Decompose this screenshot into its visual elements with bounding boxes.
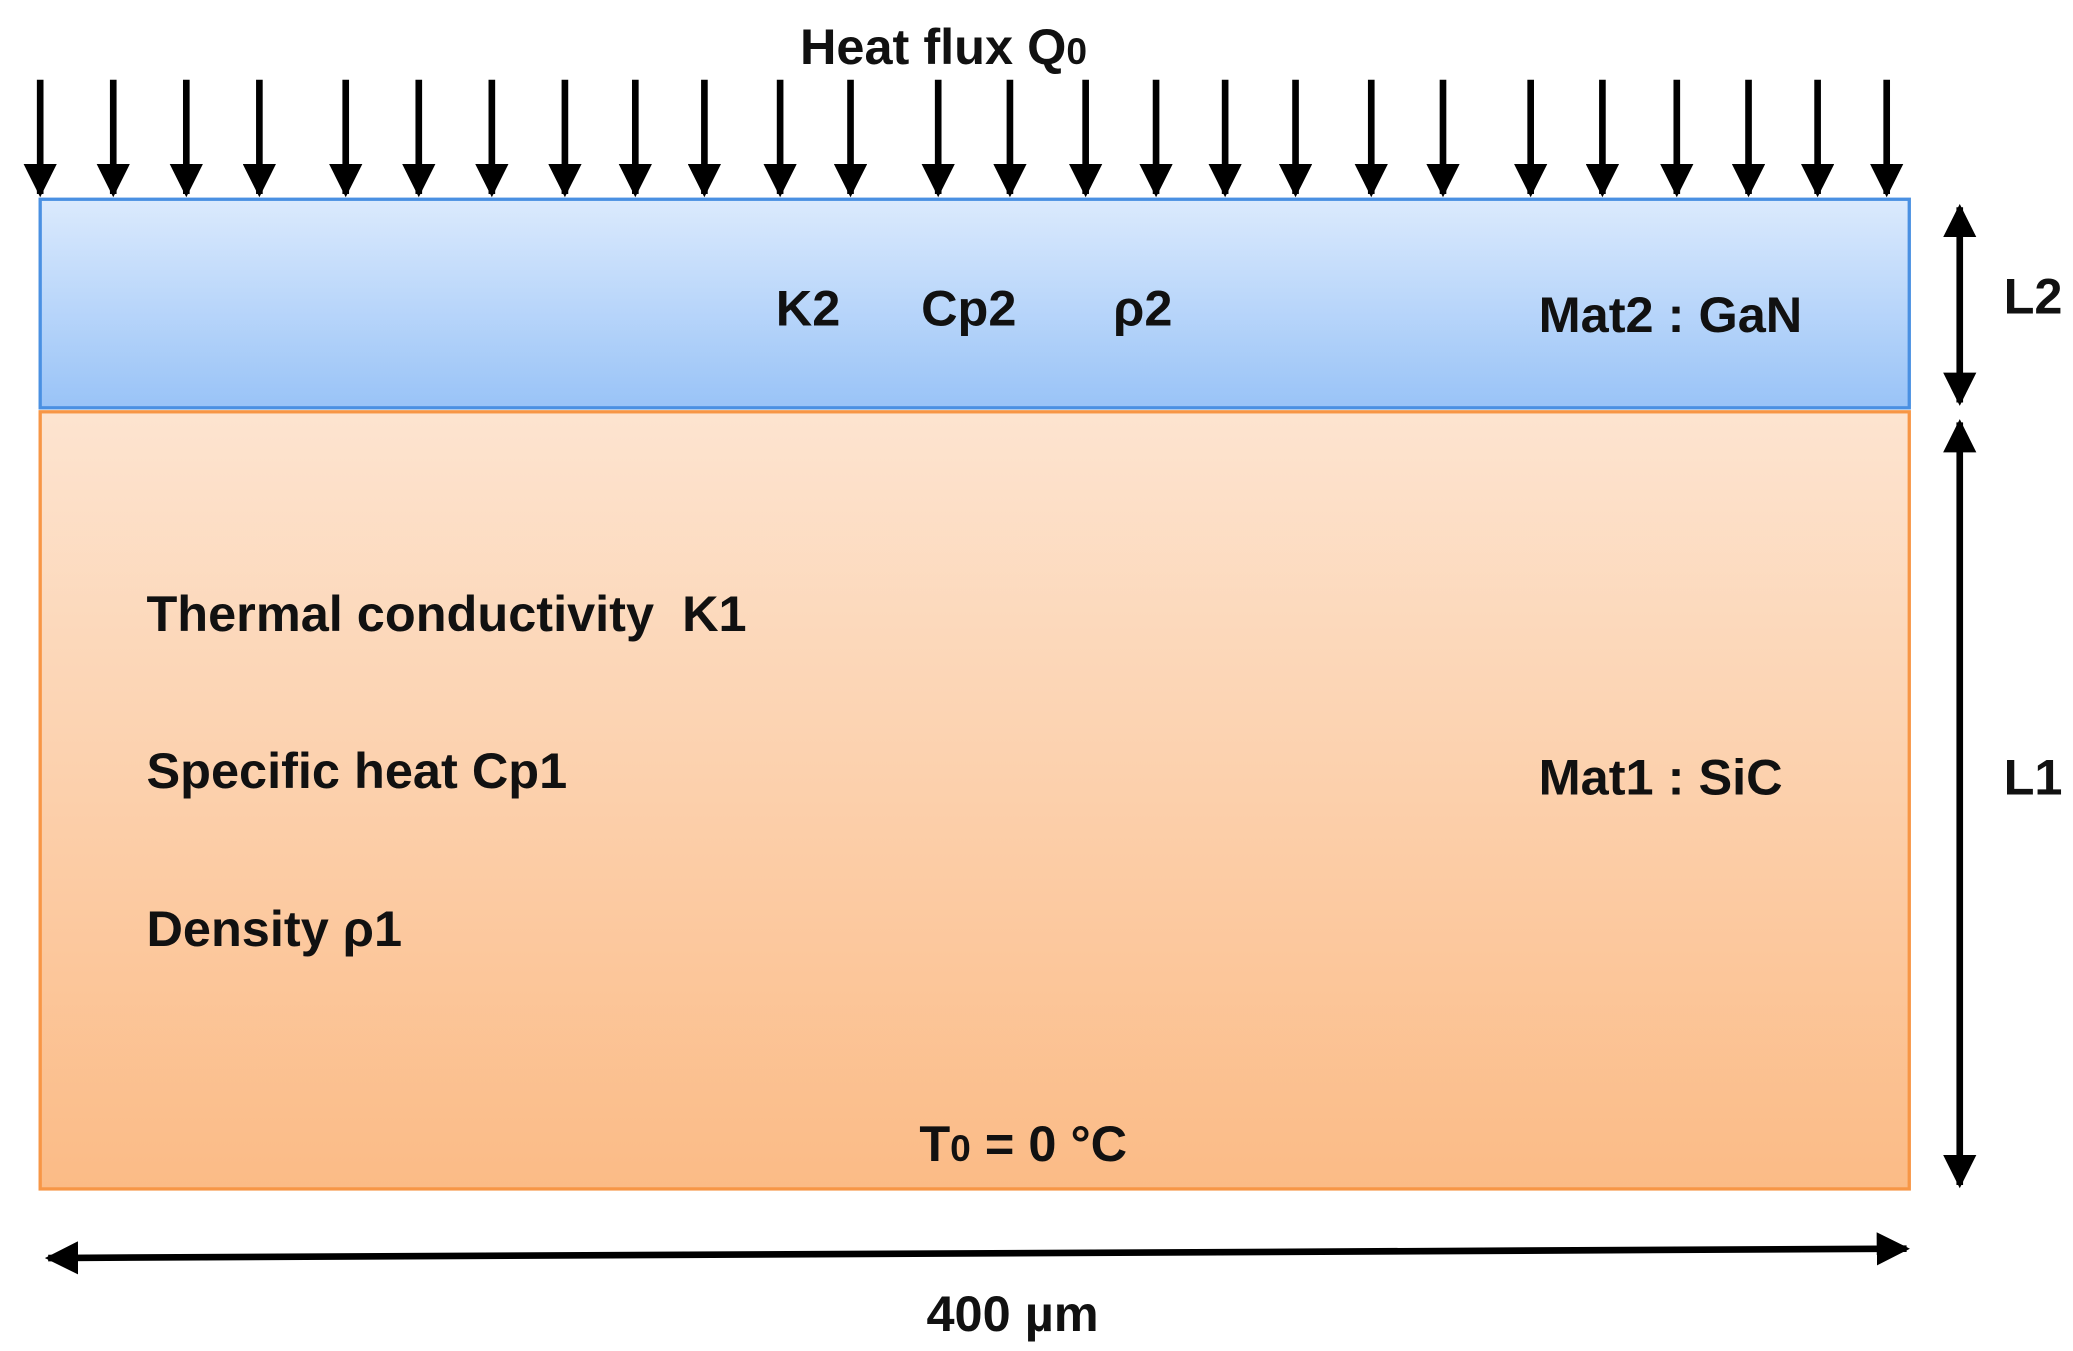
heat-flux-label: Heat flux Q0 xyxy=(800,18,1087,75)
property: Cp2 xyxy=(921,279,1016,336)
material-label: Mat1 : SiC xyxy=(1539,748,1783,805)
boundary-condition: T0 = 0 °C xyxy=(919,1115,1127,1172)
property: Thermal conductivity K1 xyxy=(146,585,746,642)
property: ρ2 xyxy=(1113,279,1172,336)
bottom-layer xyxy=(38,410,1911,1191)
property: Density ρ1 xyxy=(146,900,402,957)
width-label: 400 µm xyxy=(926,1285,1098,1342)
dimension-arrow xyxy=(44,1232,1910,1275)
top-layer xyxy=(38,197,1911,410)
heat-flux-arrows xyxy=(23,79,1904,198)
property: K2 xyxy=(776,279,841,336)
thickness-label: L1 xyxy=(2004,748,2063,805)
property: Specific heat Cp1 xyxy=(146,742,567,799)
thickness-label: L2 xyxy=(2004,268,2063,325)
material-label: Mat2 : GaN xyxy=(1539,286,1803,343)
